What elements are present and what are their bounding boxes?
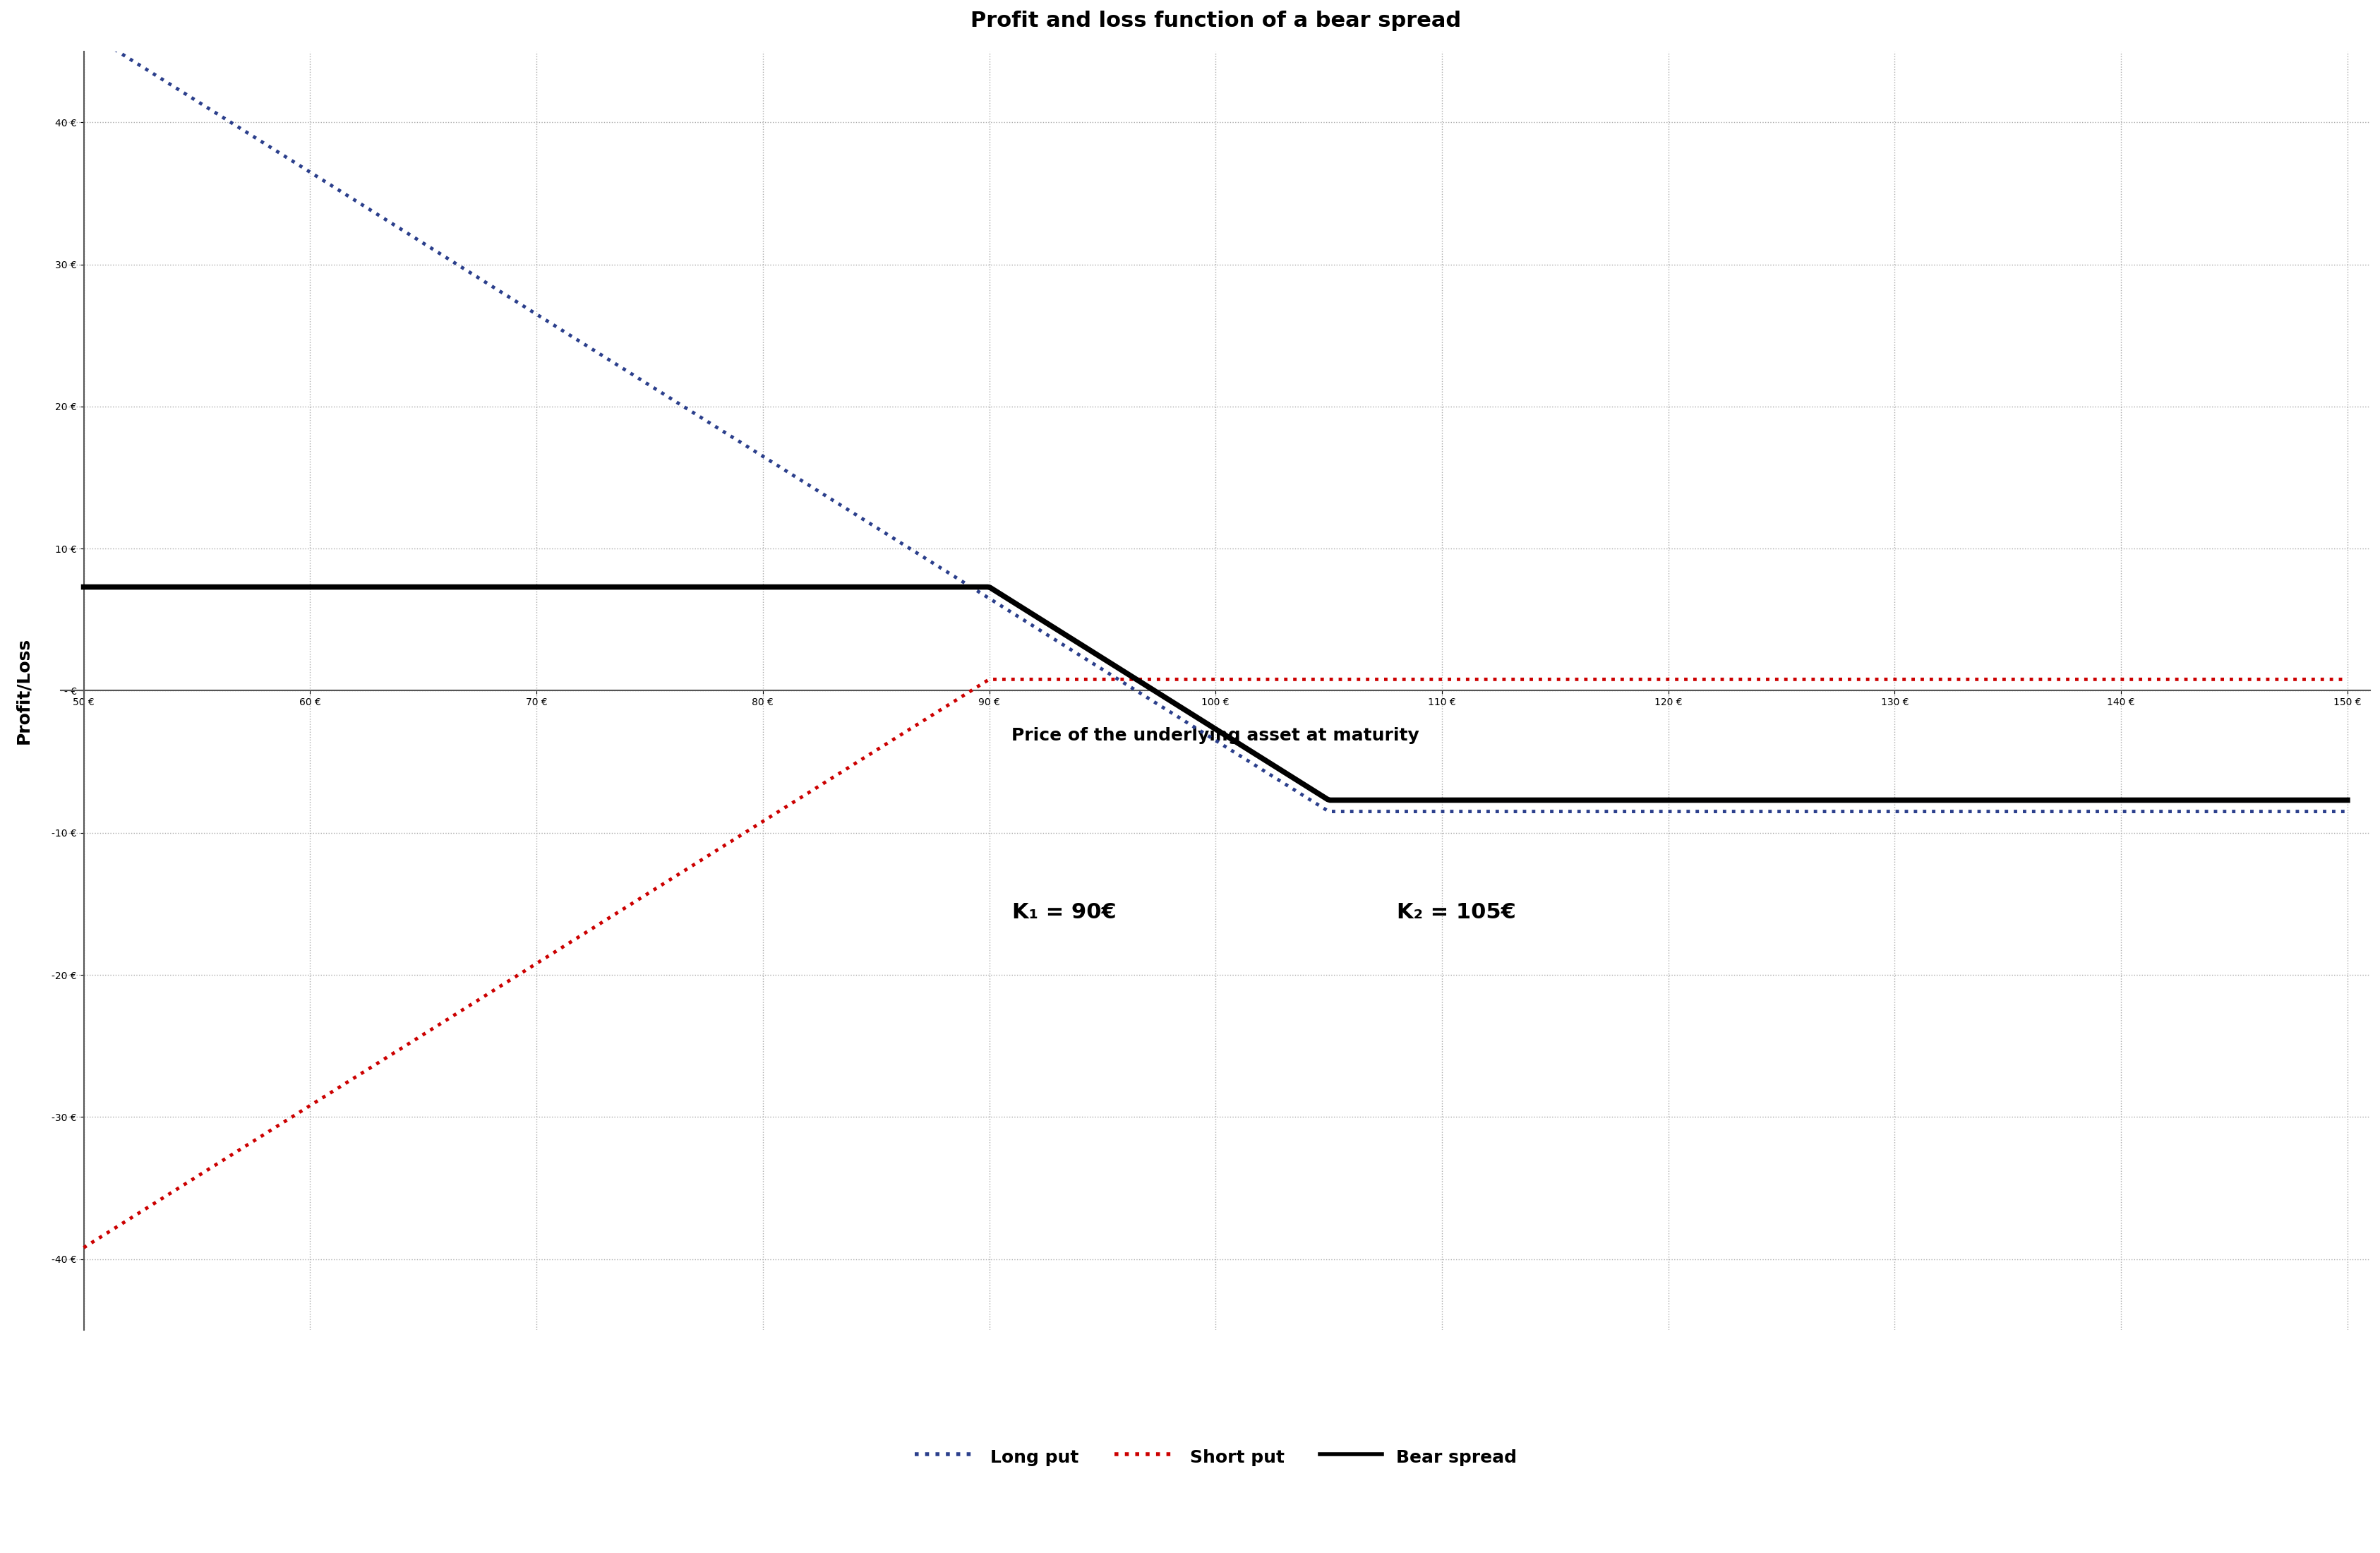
- Line: Long put: Long put: [83, 30, 2347, 812]
- Legend: Long put, Short put, Bear spread: Long put, Short put, Bear spread: [907, 1440, 1523, 1475]
- Bear spread: [988, 585, 1016, 604]
- Short put: [69, 1238, 98, 1256]
- Bear spread: [1840, 790, 1868, 809]
- Long put: [300, 166, 328, 185]
- Long put: [1066, 646, 1095, 665]
- Bear spread: [1628, 790, 1656, 809]
- Line: Bear spread: Bear spread: [83, 587, 2347, 800]
- Short put: [2332, 669, 2361, 688]
- Long put: [1626, 803, 1654, 822]
- Short put: [1626, 669, 1654, 688]
- Short put: [300, 1093, 328, 1112]
- Short put: [1878, 669, 1906, 688]
- Long put: [69, 20, 98, 39]
- Short put: [976, 669, 1004, 688]
- Y-axis label: Profit/Loss: Profit/Loss: [14, 637, 31, 744]
- Bear spread: [1069, 637, 1097, 655]
- Bear spread: [69, 578, 98, 596]
- X-axis label: Price of the underlying asset at maturity: Price of the underlying asset at maturit…: [1011, 727, 1418, 744]
- Short put: [1837, 669, 1866, 688]
- Short put: [1069, 669, 1097, 688]
- Long put: [1837, 803, 1866, 822]
- Text: K₁ = 90€: K₁ = 90€: [1011, 902, 1116, 922]
- Long put: [985, 595, 1014, 613]
- Bear spread: [1316, 790, 1345, 809]
- Bear spread: [233, 578, 262, 596]
- Title: Profit and loss function of a bear spread: Profit and loss function of a bear sprea…: [971, 11, 1461, 31]
- Long put: [2332, 803, 2361, 822]
- Bear spread: [2332, 790, 2361, 809]
- Bear spread: [1880, 790, 1909, 809]
- Long put: [1878, 803, 1906, 822]
- Short put: [988, 669, 1016, 688]
- Bear spread: [302, 578, 331, 596]
- Long put: [1316, 803, 1345, 822]
- Line: Short put: Short put: [83, 679, 2347, 1247]
- Text: K₂ = 105€: K₂ = 105€: [1397, 902, 1516, 922]
